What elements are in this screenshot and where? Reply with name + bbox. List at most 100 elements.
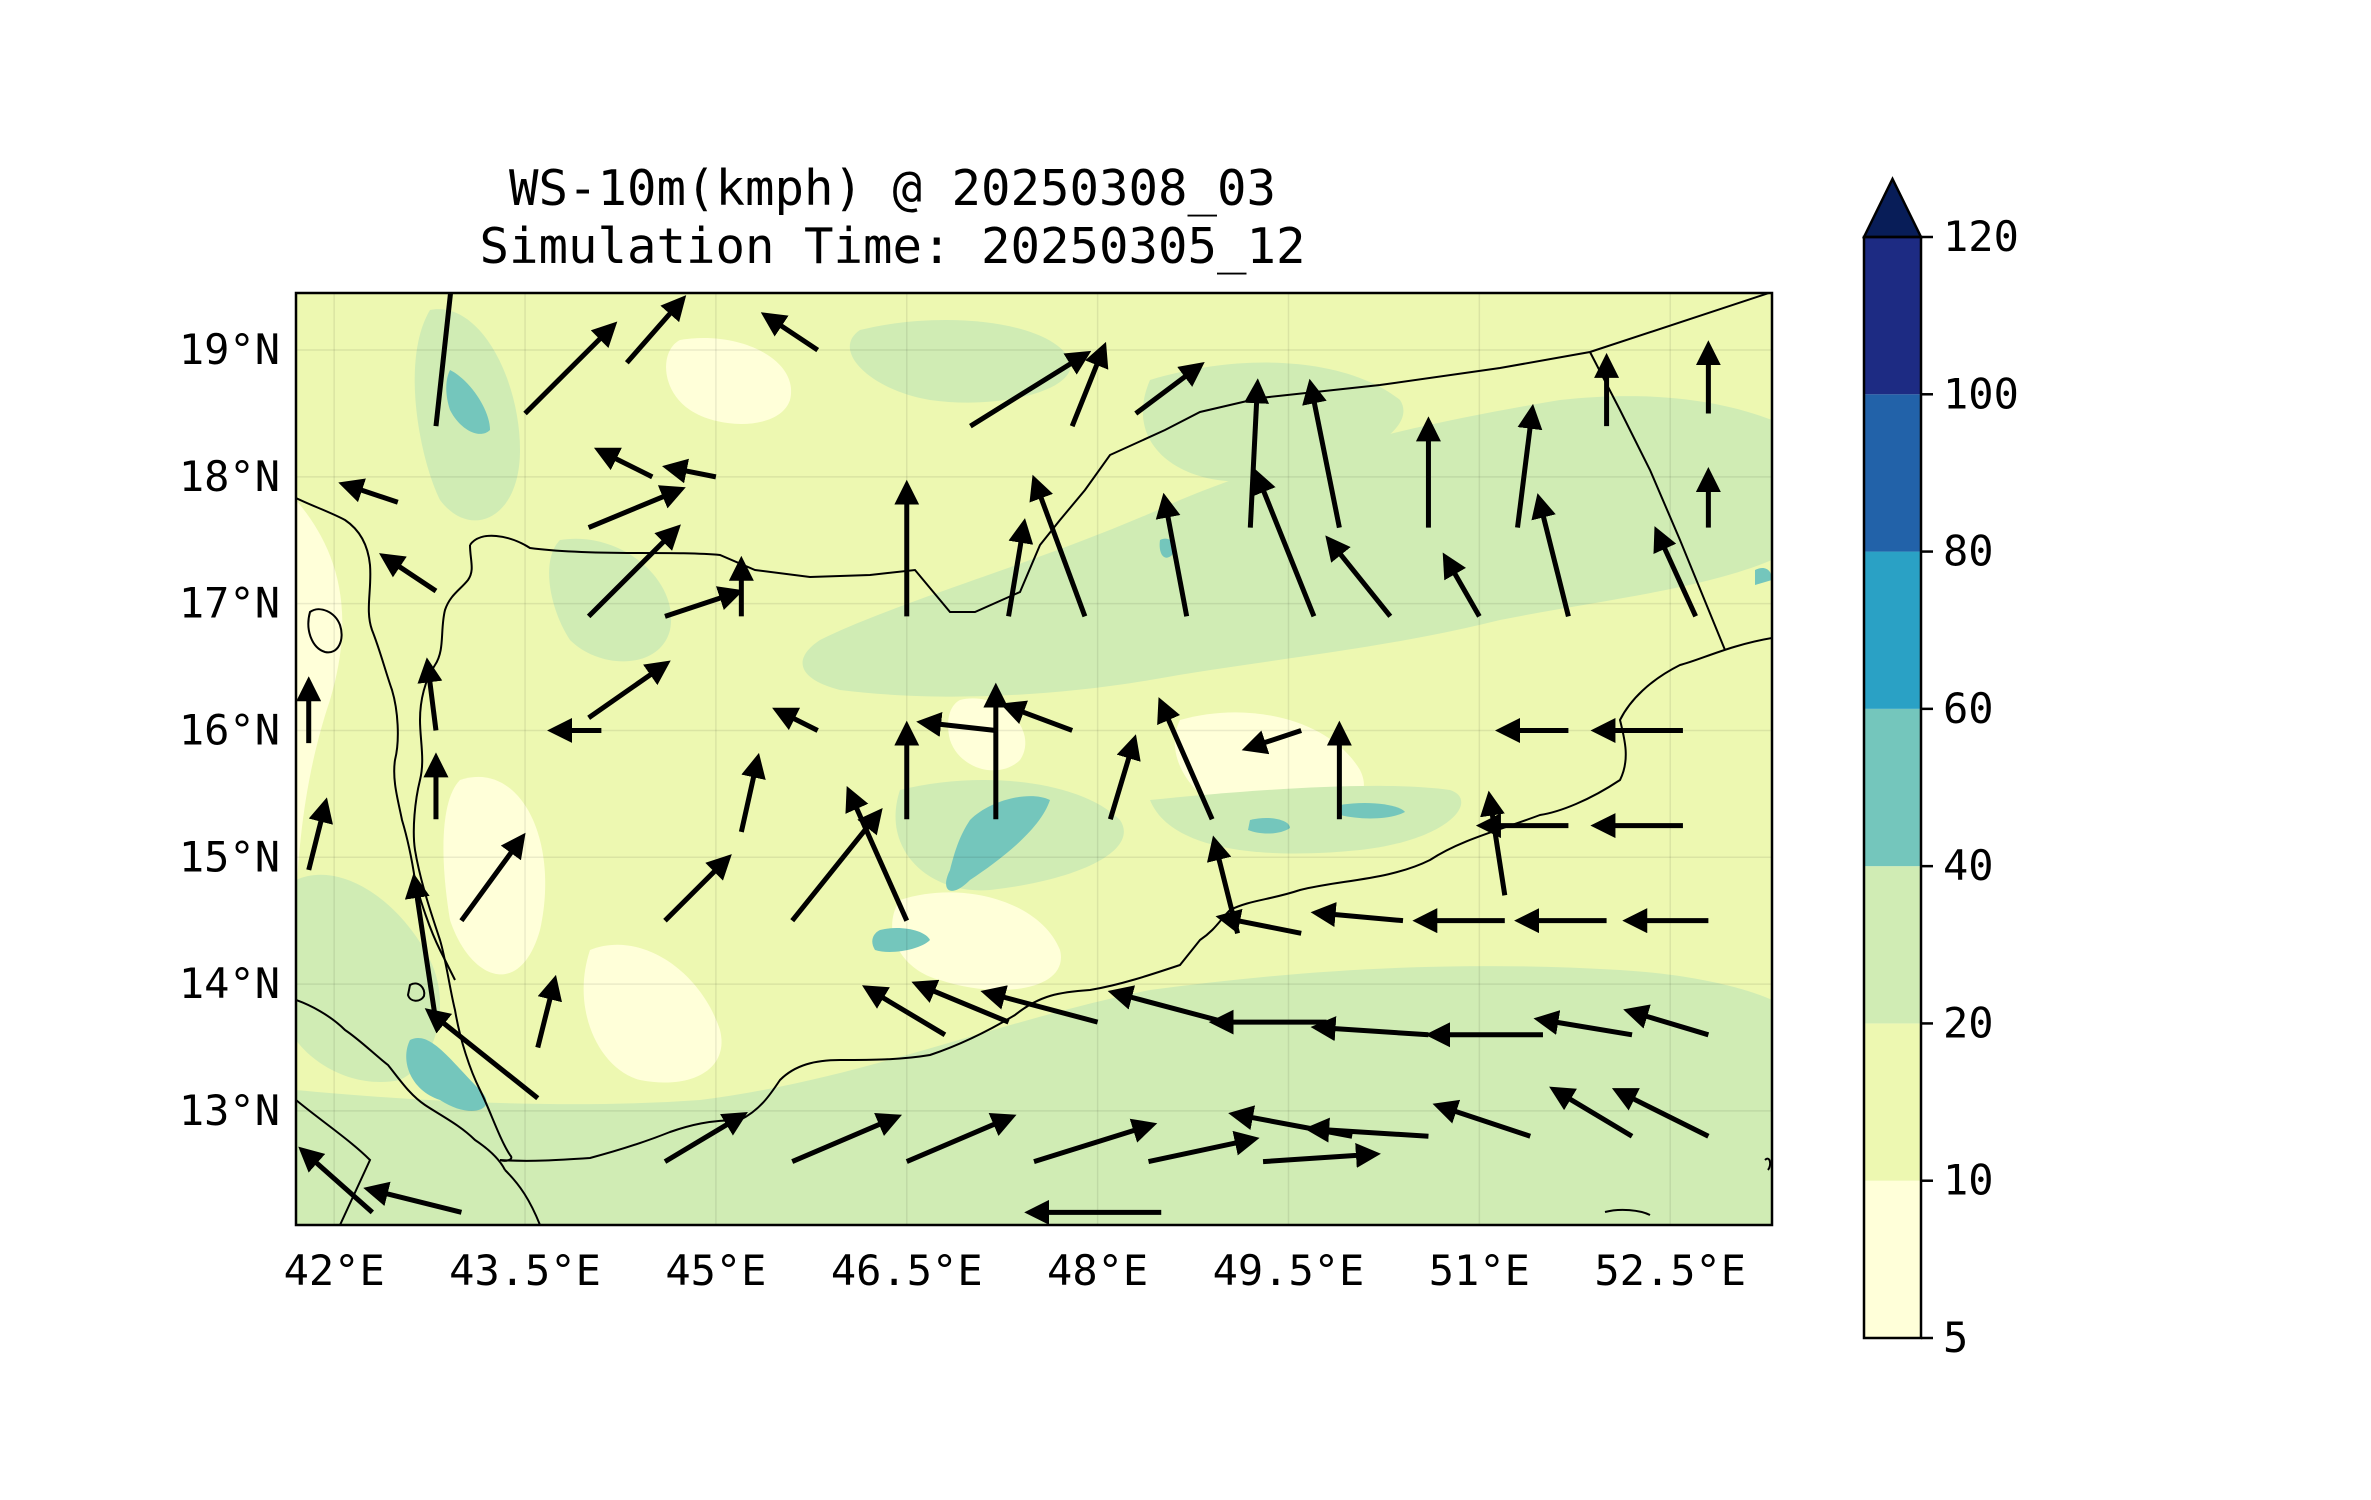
map-area (296, 293, 1772, 1225)
wind-arrow (1262, 1142, 1381, 1168)
fill-patch-5-10 (666, 338, 792, 424)
lon-tick-label: 46.5°E (831, 1246, 983, 1295)
wind-arrow (1549, 1086, 1634, 1139)
wind-arrow (459, 832, 526, 923)
wind-arrow (1244, 378, 1270, 528)
wind-arrow (1033, 1118, 1158, 1164)
wind-arrow (1515, 403, 1543, 528)
wind-arrow (1107, 734, 1141, 820)
colorbar-tick-label: 40 (1943, 841, 1994, 890)
wind-arrow (1432, 1099, 1532, 1139)
fill-patch-5-10 (892, 892, 1061, 990)
lon-tick-label: 52.5°E (1594, 1246, 1746, 1295)
wind-arrow (1302, 378, 1342, 529)
colorbar-tick-label: 10 (1943, 1156, 1994, 1205)
border-horn (296, 1099, 372, 1225)
fill-patch-20-40 (296, 874, 440, 1082)
wind-arrow (379, 553, 438, 594)
wind-arrow (338, 478, 399, 505)
wind-arrow (417, 657, 443, 731)
wind-arrow (433, 293, 454, 427)
map-frame (294, 291, 1774, 1227)
wind-arrow (306, 797, 333, 871)
wind-arrow (1000, 700, 1074, 733)
coastline-west-yemen (412, 544, 513, 1162)
colorbar-tick-label: 60 (1943, 684, 1994, 733)
island-coast (406, 982, 426, 1002)
wind-arrow (523, 321, 618, 416)
colorbar-frame (1862, 235, 1923, 1340)
colorbar-block (1864, 237, 1921, 395)
wind-arrow (911, 979, 1010, 1025)
lat-tick-label: 19°N (179, 325, 280, 374)
wind-arrow (1228, 1105, 1353, 1139)
wind-arrow (1069, 341, 1109, 428)
lat-tick-label: 16°N (179, 705, 280, 754)
wind-arrow (1653, 526, 1698, 618)
lon-tick-label: 45°E (665, 1246, 766, 1295)
colorbar-block (1864, 1023, 1921, 1181)
wind-arrow (1155, 492, 1190, 617)
wind-arrow (1241, 728, 1302, 755)
lon-tick-label: 48°E (1047, 1246, 1148, 1295)
wind-arrow (662, 458, 717, 484)
wind-arrow (1134, 361, 1205, 416)
fill-patch-40-60 (872, 928, 930, 952)
wind-arrow (404, 873, 439, 1023)
fill-patch-5-10 (583, 944, 722, 1083)
colorbar-tick-label: 120 (1943, 212, 2019, 261)
wind-arrow (738, 752, 766, 833)
colorbar-ticks: 5 10 20 40 60 80 100 120 (1921, 212, 2019, 1362)
wind-arrow (760, 312, 820, 353)
wind-arrow (980, 985, 1099, 1025)
wind-arrow (1531, 493, 1571, 617)
lat-tick-label: 18°N (179, 452, 280, 501)
fill-patch-40-60 (446, 370, 490, 434)
map-title: WS-10m(kmph) @ 20250308_03 Simulation Ti… (0, 160, 1785, 276)
wind-arrow (1310, 902, 1404, 928)
wind-arrow (905, 1113, 1017, 1164)
wind-arrow (1623, 1004, 1710, 1038)
wind-arrow (1325, 535, 1393, 618)
lon-tick-label: 43.5°E (449, 1246, 601, 1295)
wind-arrow (587, 660, 671, 720)
island-coast (1604, 1208, 1651, 1216)
colorbar-tick-label: 80 (1943, 527, 1994, 576)
graticule (296, 293, 1772, 1225)
wind-arrow (1533, 1010, 1633, 1038)
coastline-somalia (504, 1169, 541, 1225)
lon-tick-label: 49.5°E (1213, 1246, 1365, 1295)
wind-arrow (587, 485, 686, 530)
fill-patch-40-60 (406, 1038, 487, 1111)
colorbar-tick-label: 100 (1943, 369, 2019, 418)
wind-arrow (1157, 697, 1215, 821)
wind-arrow (916, 711, 997, 737)
lat-tick-label: 15°N (179, 832, 280, 881)
fill-patch-40-60 (1340, 802, 1405, 819)
fill-patch-40-60 (1248, 817, 1290, 834)
wind-arrow (790, 808, 883, 923)
wind-arrow (535, 974, 562, 1049)
lat-tick-label: 14°N (179, 959, 280, 1008)
wind-arrow (1304, 1117, 1429, 1143)
coastline-djibouti (296, 999, 506, 1171)
wind-arrow (1310, 1016, 1429, 1042)
wind-arrow (663, 1112, 748, 1164)
wind-arrow (593, 447, 654, 480)
fill-patch-20-40 (549, 538, 672, 662)
wind-arrow (624, 295, 687, 365)
lon-tick-label: 42°E (284, 1246, 385, 1295)
colorbar-tick-label: 20 (1943, 998, 1994, 1047)
wind-arrow (1442, 552, 1482, 618)
colorbar-block (1864, 394, 1921, 552)
wind-arrow (845, 786, 910, 922)
island-coast (1764, 1157, 1772, 1171)
wind-arrow (1147, 1130, 1260, 1165)
wind-arrow (1029, 474, 1088, 618)
wind-arrow (664, 586, 744, 619)
colorbar-blocks (1861, 176, 1924, 1340)
wind-arrow (969, 350, 1092, 429)
colorbar-extend-arrow (1861, 176, 1924, 239)
fill-patch-40-60 (1755, 568, 1772, 585)
